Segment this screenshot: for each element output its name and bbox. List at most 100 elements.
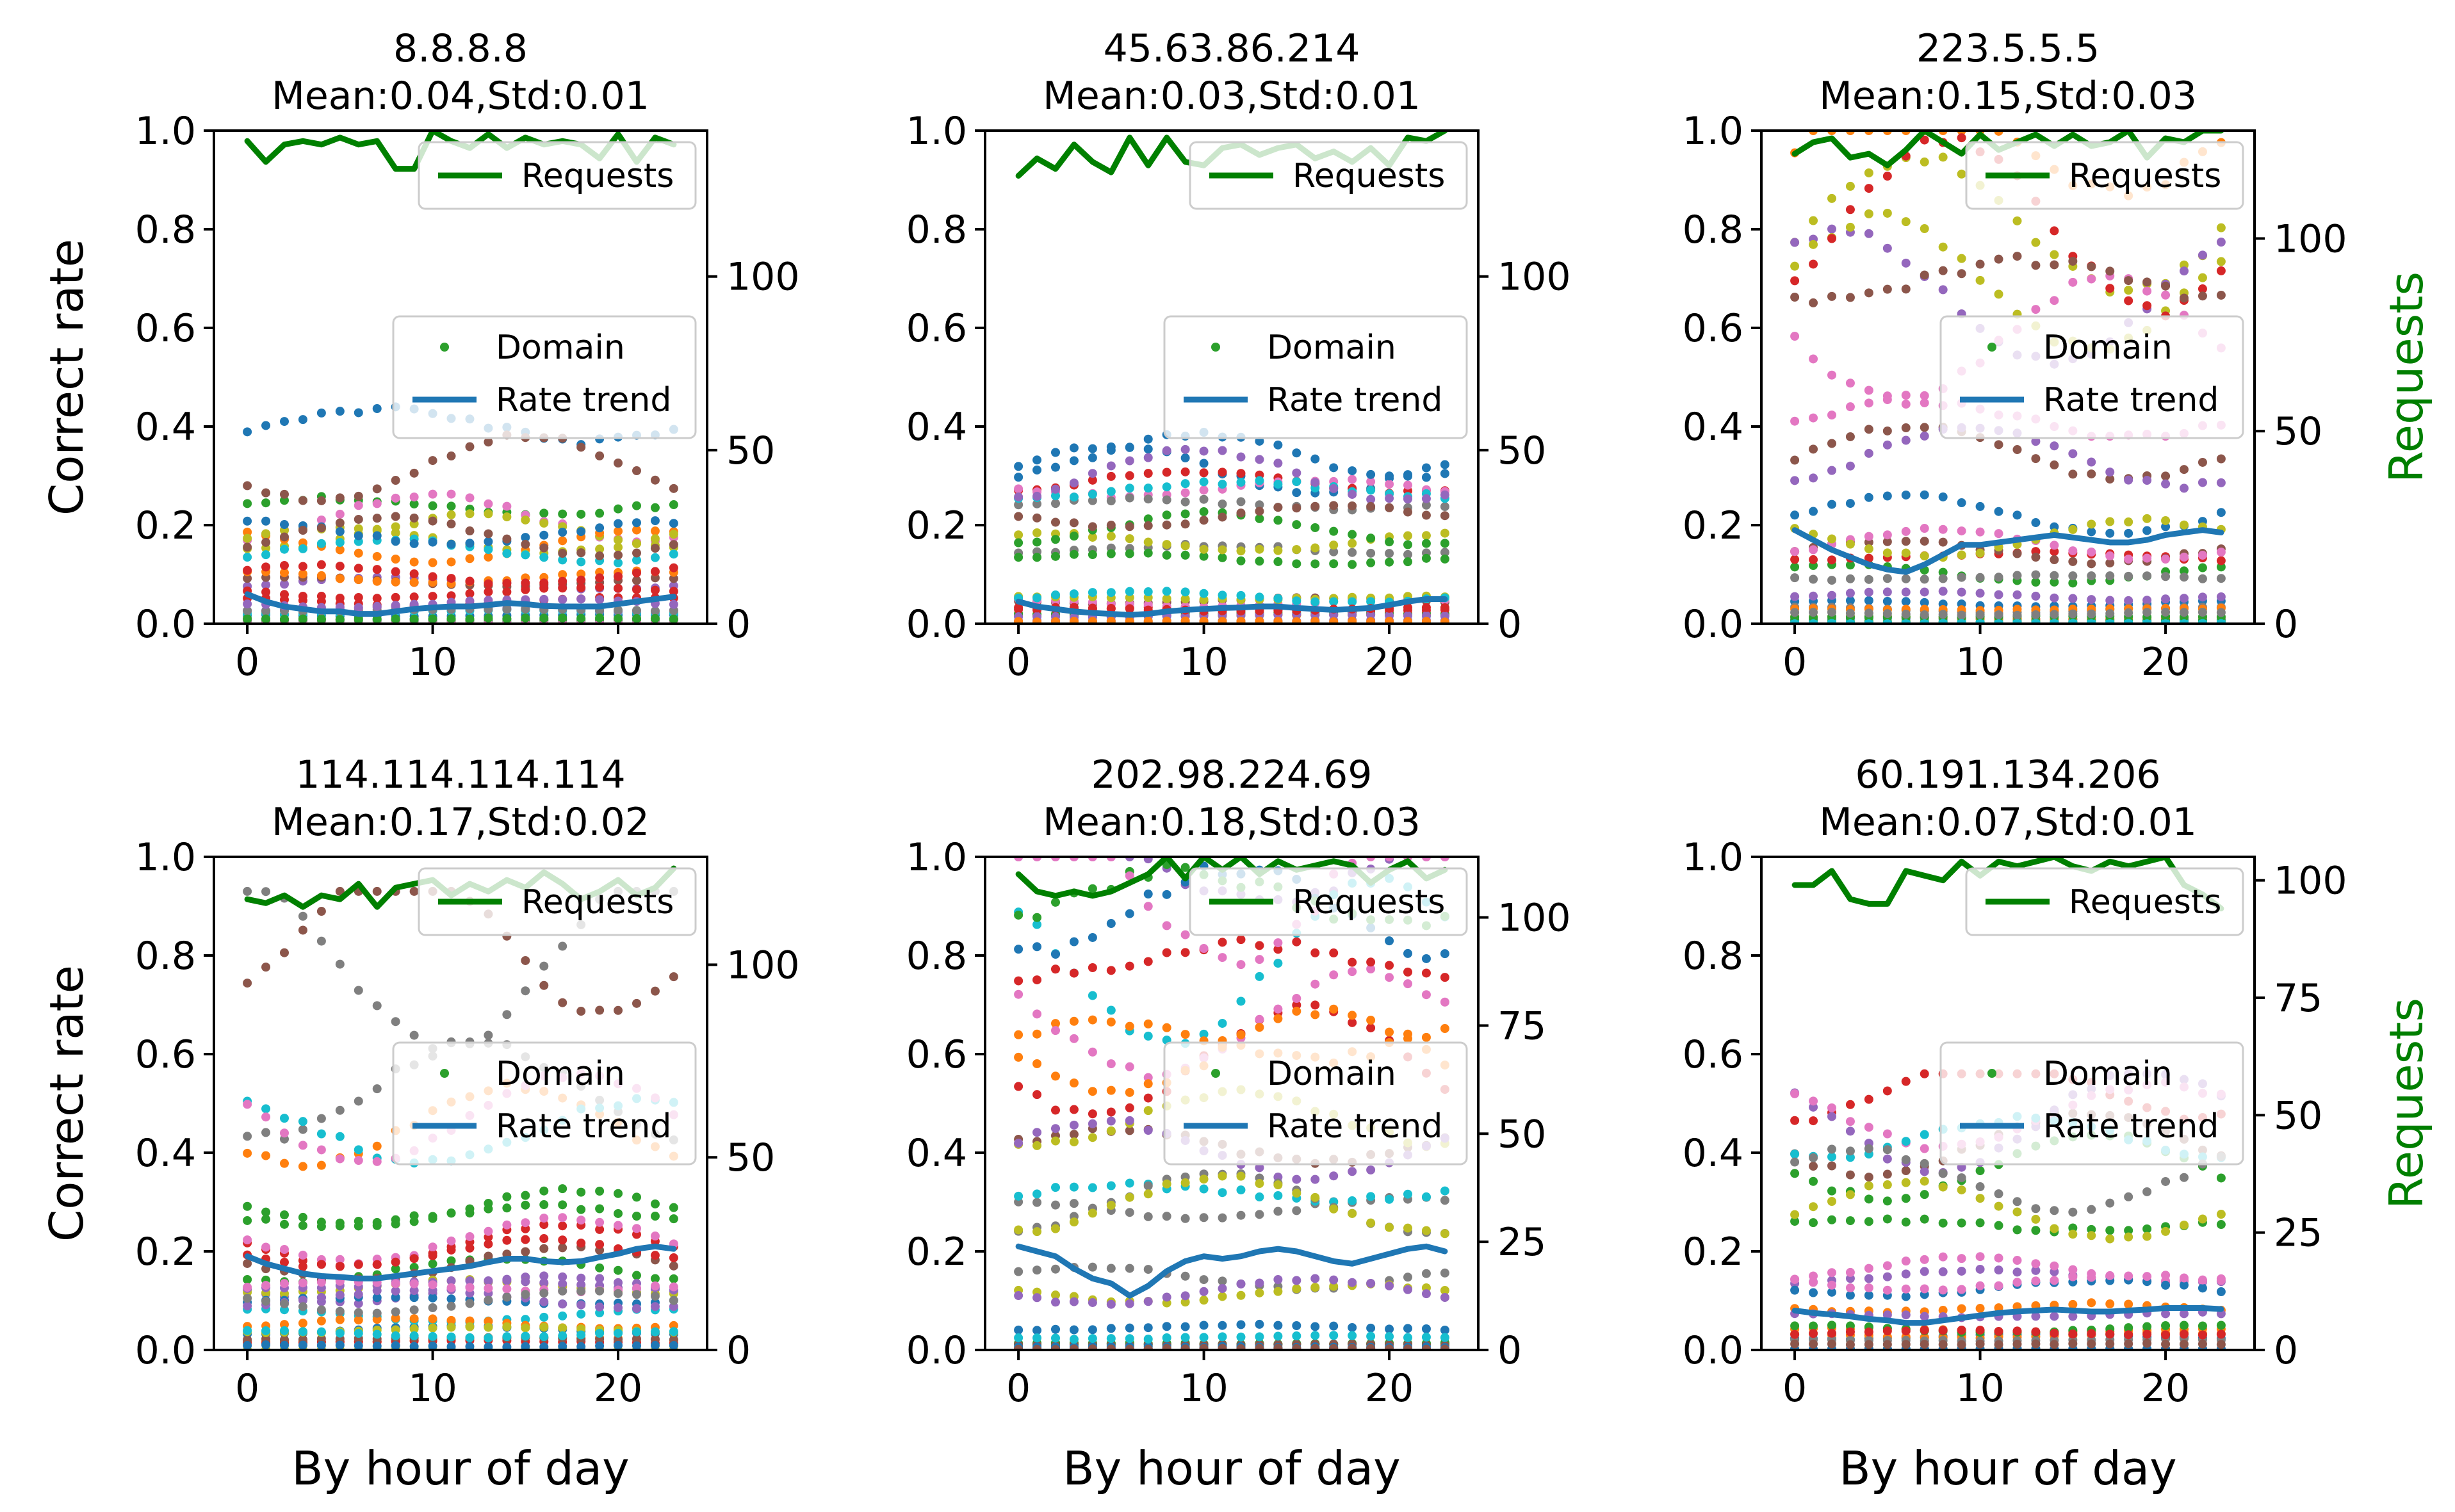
domain-point — [1236, 478, 1246, 487]
domain-point — [521, 578, 530, 588]
domain-point — [1199, 1296, 1209, 1305]
domain-point — [1236, 1332, 1246, 1342]
domain-point — [650, 1232, 660, 1241]
domain-point — [1032, 913, 1042, 922]
domain-point — [2050, 555, 2059, 565]
rate-trend-line — [1015, 1243, 1448, 1299]
domain-point — [1809, 1176, 1818, 1186]
domain-point — [1827, 1268, 1836, 1278]
domain-point — [1292, 1284, 1301, 1294]
domain-point — [1440, 997, 1449, 1007]
domain-point — [1199, 459, 1209, 468]
domain-point — [280, 1219, 289, 1229]
domain-point — [1180, 444, 1190, 454]
domain-point — [2216, 1321, 2226, 1330]
domain-point — [521, 614, 530, 623]
domain-point — [502, 549, 512, 558]
domain-point — [1845, 432, 1855, 441]
domain-point — [539, 1200, 549, 1210]
x-tick-label: 0 — [1782, 640, 1807, 685]
domain-point — [1106, 446, 1116, 455]
domain-point — [280, 1158, 289, 1168]
legend-domain-swatch — [440, 343, 449, 352]
domain-point — [2012, 1278, 2022, 1287]
legend-requests-label: Requests — [2069, 883, 2221, 922]
domain-point — [1421, 1344, 1431, 1350]
y-tick-label: 0.2 — [135, 1230, 196, 1274]
domain-point — [576, 1330, 586, 1340]
domain-point — [576, 575, 586, 585]
domain-point — [595, 544, 605, 554]
domain-point — [1882, 1196, 1892, 1206]
domain-point — [1901, 423, 1911, 433]
domain-point — [1218, 480, 1227, 489]
domain-point — [2161, 555, 2171, 564]
domain-point — [316, 1316, 326, 1326]
domain-point — [1310, 597, 1320, 606]
domain-point — [261, 1151, 271, 1160]
domain-point — [1403, 1189, 1412, 1199]
domain-point — [2124, 475, 2133, 485]
domain-point — [1014, 1139, 1024, 1148]
domain-point — [1864, 398, 1873, 408]
domain-point — [1920, 1167, 1929, 1176]
domain-point — [1994, 1253, 2003, 1263]
domain-point — [1088, 1109, 1097, 1119]
y2-tick-label: 0 — [1497, 1328, 1522, 1373]
domain-point — [1827, 1328, 1836, 1338]
domain-point — [465, 1333, 475, 1342]
domain-point — [1236, 556, 1246, 565]
domain-point — [1032, 617, 1042, 624]
domain-point — [539, 1322, 549, 1332]
domain-point — [261, 1296, 271, 1306]
domain-point — [1014, 976, 1024, 986]
domain-point — [614, 459, 623, 468]
legend-box — [1965, 867, 2244, 936]
domain-point — [1882, 284, 1892, 294]
domain-point — [298, 1162, 307, 1171]
domain-point — [243, 1100, 252, 1109]
domain-point — [354, 531, 363, 541]
subplot-title-ip: 223.5.5.5 — [1916, 26, 2100, 71]
domain-point — [2068, 578, 2078, 588]
domain-point — [1310, 1344, 1320, 1350]
domain-point — [1255, 955, 1264, 964]
domain-point — [1348, 1018, 1357, 1027]
domain-point — [1310, 501, 1320, 511]
domain-point — [521, 1235, 530, 1244]
domain-point — [446, 1294, 456, 1304]
domain-point — [1403, 948, 1412, 958]
domain-point — [2124, 1339, 2133, 1349]
domain-point — [1440, 1285, 1449, 1295]
domain-point — [1310, 454, 1320, 464]
domain-point — [2216, 1220, 2226, 1230]
domain-point — [1827, 466, 1836, 475]
y-axis-label: Correct rate — [40, 965, 94, 1242]
domain-point — [1790, 555, 1800, 564]
domain-point — [2180, 566, 2189, 576]
domain-point — [1790, 608, 1800, 617]
domain-point — [576, 1280, 586, 1290]
domain-point — [1032, 1189, 1042, 1199]
domain-point — [1236, 1290, 1246, 1300]
x-tick-label: 10 — [1955, 640, 2004, 685]
domain-point — [632, 1304, 641, 1313]
domain-point — [1255, 1278, 1264, 1288]
domain-point — [1348, 957, 1357, 967]
domain-point — [2180, 573, 2189, 582]
domain-point — [1014, 1225, 1024, 1235]
domain-point — [1864, 425, 1873, 434]
domain-point — [1827, 1112, 1836, 1121]
legend-requests-label: Requests — [2069, 157, 2221, 195]
domain-point — [1329, 559, 1339, 569]
domain-point — [1032, 465, 1042, 475]
domain-point — [2216, 574, 2226, 583]
domain-point — [558, 1286, 567, 1296]
domain-point — [1069, 937, 1079, 947]
domain-point — [1790, 1116, 1800, 1125]
domain-point — [2198, 250, 2207, 260]
domain-point — [1180, 453, 1190, 463]
domain-point — [1014, 1267, 1024, 1276]
domain-point — [1329, 1331, 1339, 1340]
